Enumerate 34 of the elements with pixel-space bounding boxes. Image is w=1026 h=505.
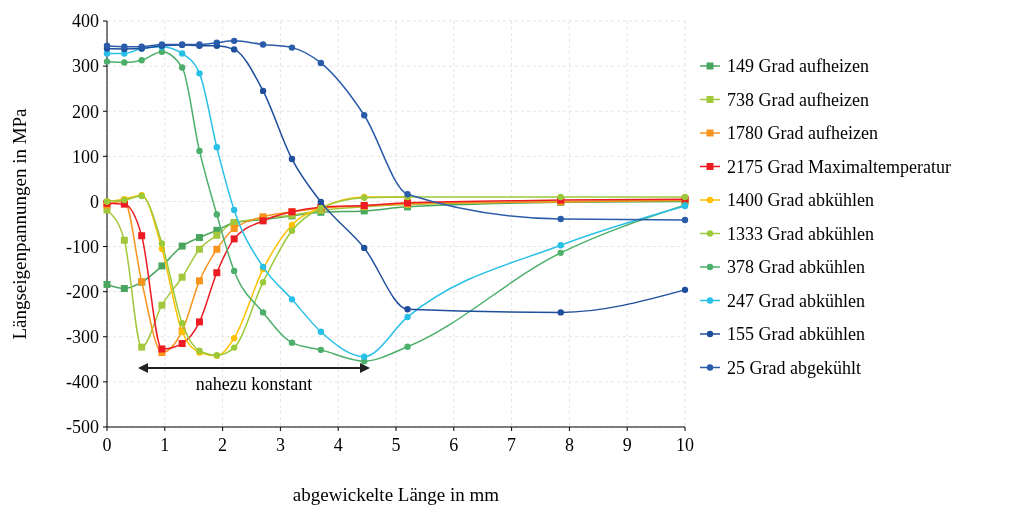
x-tick-label: 4 <box>333 435 343 455</box>
y-tick-label: 0 <box>90 191 99 212</box>
legend-label: 149 Grad aufheizen <box>727 56 869 77</box>
legend-label: 247 Grad abkühlen <box>727 290 865 311</box>
legend-label: 738 Grad aufheizen <box>727 89 869 110</box>
y-tick-label: 100 <box>72 146 99 167</box>
y-tick-label: 300 <box>72 56 99 77</box>
y-tick-label: 400 <box>72 11 99 32</box>
x-tick-label: 5 <box>391 435 401 455</box>
legend-label: 378 Grad abkühlen <box>727 257 865 278</box>
y-tick-label: 200 <box>72 101 99 122</box>
legend-label: 155 Grad abkühlen <box>727 324 865 345</box>
x-tick-label: 6 <box>449 435 459 455</box>
x-axis-title: abgewickelte Länge in mm <box>292 484 500 505</box>
legend-label: 2175 Grad Maximaltemperatur <box>727 156 951 177</box>
x-tick-label: 9 <box>622 435 632 455</box>
x-tick-label: 8 <box>564 435 574 455</box>
y-tick-label: -100 <box>66 236 99 257</box>
legend-label: 1400 Grad abkühlen <box>727 190 874 211</box>
annotation: nahezu konstant <box>195 374 313 394</box>
y-tick-label: -500 <box>66 417 99 438</box>
x-tick-label: 3 <box>275 435 285 455</box>
y-tick-label: -200 <box>66 281 99 302</box>
legend-label: 25 Grad abgekühlt <box>727 357 861 378</box>
y-axis-title: Längseigenpannungen in MPa <box>9 107 30 340</box>
x-tick-label: 7 <box>507 435 517 455</box>
y-tick-label: -300 <box>66 327 99 348</box>
x-tick-label: 10 <box>676 435 694 455</box>
x-tick-label: 0 <box>102 435 112 455</box>
legend-label: 1333 Grad abkühlen <box>727 223 874 244</box>
x-tick-label: 2 <box>218 435 228 455</box>
y-tick-label: -400 <box>66 372 99 393</box>
x-tick-label: 1 <box>160 435 170 455</box>
legend-label: 1780 Grad aufheizen <box>727 123 878 144</box>
